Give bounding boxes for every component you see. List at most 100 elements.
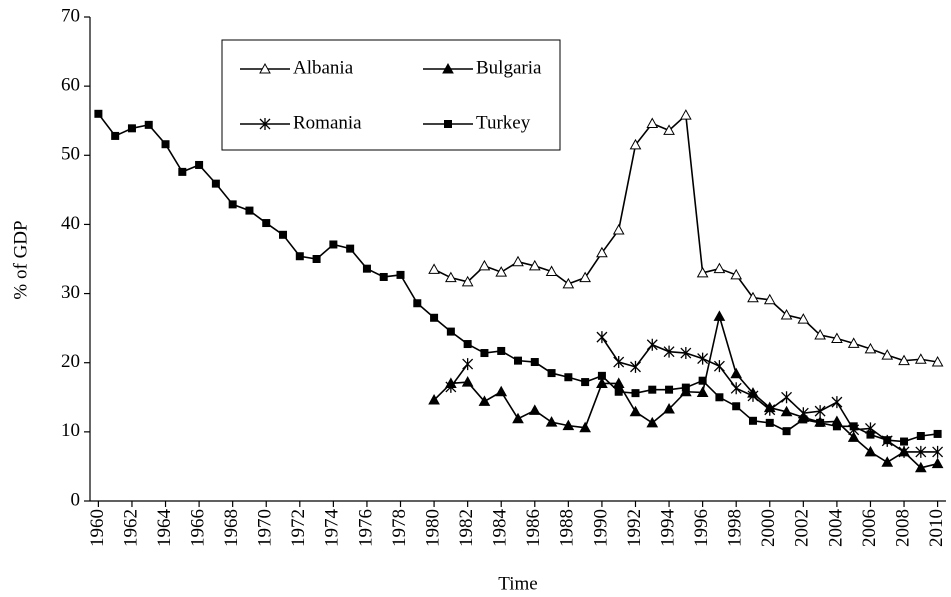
marker (713, 310, 726, 321)
y-tick-label: 50 (61, 144, 80, 165)
marker (579, 421, 591, 433)
marker (799, 415, 808, 424)
marker (428, 394, 440, 405)
marker (866, 430, 875, 439)
x-tick-label: 1996 (691, 509, 712, 547)
marker (362, 264, 371, 273)
marker (579, 271, 591, 283)
marker (847, 337, 860, 348)
x-tick-label: 1974 (322, 509, 343, 548)
marker (646, 117, 659, 128)
x-tick-label: 1988 (557, 509, 578, 547)
marker (613, 356, 625, 369)
marker (462, 358, 474, 371)
y-tick-label: 60 (61, 75, 80, 96)
legend-label: Albania (293, 57, 354, 78)
marker (648, 385, 657, 394)
marker (259, 62, 271, 74)
marker (747, 389, 759, 402)
x-tick-label: 1972 (288, 509, 309, 547)
y-tick-label: 0 (71, 489, 81, 510)
marker (413, 299, 422, 308)
marker (211, 179, 220, 188)
marker (612, 223, 625, 235)
legend-label: Romania (293, 112, 362, 133)
marker (279, 230, 288, 239)
marker (295, 252, 304, 261)
marker (396, 270, 405, 279)
x-tick-label: 2004 (825, 509, 846, 548)
marker (495, 266, 508, 277)
marker (646, 338, 658, 351)
marker (545, 265, 558, 276)
marker (881, 349, 894, 360)
marker (312, 255, 321, 263)
marker (161, 140, 170, 149)
marker (631, 389, 640, 398)
marker (480, 349, 489, 358)
marker (430, 313, 439, 322)
marker (528, 259, 541, 271)
marker (915, 445, 927, 458)
marker (881, 456, 894, 467)
marker (547, 369, 556, 378)
marker (831, 332, 843, 344)
legend-label: Turkey (476, 112, 531, 133)
marker (144, 120, 153, 129)
y-tick-label: 70 (61, 5, 80, 26)
marker (713, 360, 725, 373)
x-axis-label: Time (498, 573, 537, 594)
marker (696, 266, 709, 278)
marker (696, 386, 709, 397)
marker (512, 412, 524, 424)
marker (478, 395, 491, 406)
x-tick-label: 2008 (892, 509, 913, 547)
marker (545, 416, 558, 427)
marker (780, 405, 793, 417)
x-tick-label: 1992 (624, 509, 645, 547)
marker (530, 358, 539, 367)
marker (797, 313, 810, 324)
marker (931, 457, 944, 469)
marker (629, 405, 642, 417)
marker (478, 259, 491, 271)
series-line (450, 336, 938, 453)
marker (849, 422, 858, 431)
marker (781, 391, 793, 404)
marker (732, 402, 741, 411)
marker (596, 377, 608, 388)
legend-box (221, 39, 561, 151)
marker (883, 436, 892, 445)
marker (932, 445, 944, 458)
marker (914, 461, 927, 473)
x-tick-label: 1980 (422, 509, 443, 547)
marker (730, 367, 743, 379)
marker (195, 160, 204, 169)
marker (646, 416, 659, 428)
marker (931, 355, 944, 367)
marker (245, 206, 254, 215)
marker (262, 219, 271, 228)
marker (562, 419, 575, 431)
marker (663, 124, 675, 135)
marker (814, 405, 826, 418)
marker (461, 376, 474, 387)
marker (259, 118, 271, 130)
marker (864, 445, 877, 457)
marker (596, 331, 608, 344)
marker (680, 347, 692, 360)
x-tick-label: 1976 (355, 509, 376, 547)
x-tick-label: 2010 (926, 509, 947, 547)
marker (713, 262, 726, 274)
y-tick-label: 20 (61, 351, 80, 372)
x-tick-label: 1978 (389, 509, 410, 547)
x-tick-label: 1986 (523, 509, 544, 547)
marker (832, 422, 841, 431)
marker (442, 62, 454, 74)
series-line (433, 113, 938, 363)
y-tick-label: 40 (61, 213, 80, 234)
marker (747, 291, 759, 303)
x-tick-label: 1990 (590, 509, 611, 547)
marker (329, 240, 338, 249)
y-tick-label: 10 (61, 420, 80, 441)
